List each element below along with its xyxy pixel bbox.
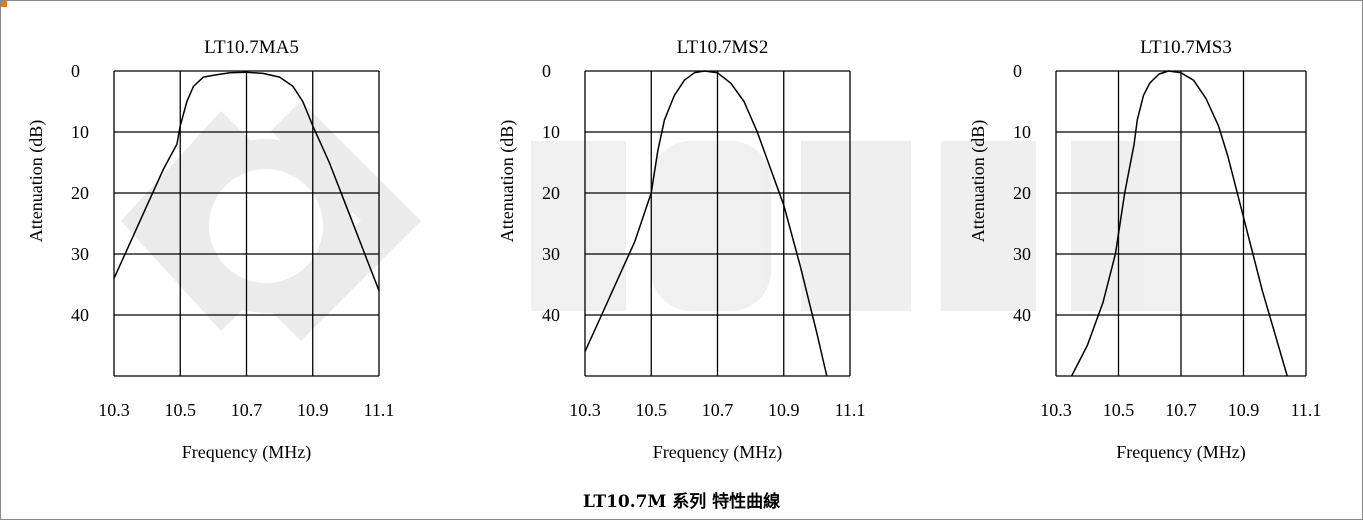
x-tick-label: 10.7 <box>1165 400 1197 420</box>
x-axis-label: Frequency (MHz) <box>182 442 311 463</box>
x-tick-label: 10.9 <box>1228 400 1260 420</box>
x-tick-label: 11.1 <box>1291 400 1322 420</box>
y-tick-label: 10 <box>542 122 560 142</box>
y-tick-label: 20 <box>71 183 89 203</box>
y-tick-label: 30 <box>1013 244 1031 264</box>
x-tick-label: 10.7 <box>702 400 734 420</box>
y-tick-label: 40 <box>71 305 89 325</box>
y-tick-label: 30 <box>71 244 89 264</box>
y-tick-label: 20 <box>542 183 560 203</box>
charts-canvas: LT10.7MA5 0 10 20 30 40 10.3 10.5 10.7 10.9 11.1 Fr… <box>1 1 1362 481</box>
x-tick-label: 10.3 <box>569 400 601 420</box>
x-tick-label: 10.9 <box>297 400 329 420</box>
chart-title: LT10.7MS3 <box>1140 37 1232 58</box>
x-tick-label: 10.5 <box>1103 400 1135 420</box>
y-tick-label: 30 <box>542 244 560 264</box>
chart-title: LT10.7MA5 <box>204 37 299 58</box>
y-tick-label: 20 <box>1013 183 1031 203</box>
y-tick-label: 40 <box>542 305 560 325</box>
x-tick-label: 10.7 <box>231 400 263 420</box>
y-tick-label: 10 <box>71 122 89 142</box>
attenuation-curve <box>585 71 827 376</box>
y-tick-label: 0 <box>71 61 80 81</box>
x-tick-label: 10.9 <box>768 400 800 420</box>
y-tick-label: 0 <box>1013 61 1022 81</box>
x-tick-label: 10.5 <box>636 400 668 420</box>
x-axis-label: Frequency (MHz) <box>1116 442 1245 463</box>
figure-caption: LT10.7M 系列 特性曲線 <box>1 487 1362 512</box>
x-tick-label: 11.1 <box>835 400 866 420</box>
y-tick-label: 0 <box>542 61 551 81</box>
x-tick-label: 10.5 <box>165 400 197 420</box>
y-axis-label: Attenuation (dB) <box>26 120 47 242</box>
x-tick-label: 10.3 <box>98 400 130 420</box>
x-tick-label: 11.1 <box>364 400 395 420</box>
x-axis-label: Frequency (MHz) <box>653 442 782 463</box>
attenuation-curve <box>1072 71 1288 376</box>
x-tick-label: 10.3 <box>1040 400 1072 420</box>
y-tick-label: 10 <box>1013 122 1031 142</box>
y-axis-label: Attenuation (dB) <box>968 120 989 242</box>
y-tick-label: 40 <box>1013 305 1031 325</box>
y-axis-label: Attenuation (dB) <box>497 120 518 242</box>
chart-title: LT10.7MS2 <box>677 37 769 58</box>
